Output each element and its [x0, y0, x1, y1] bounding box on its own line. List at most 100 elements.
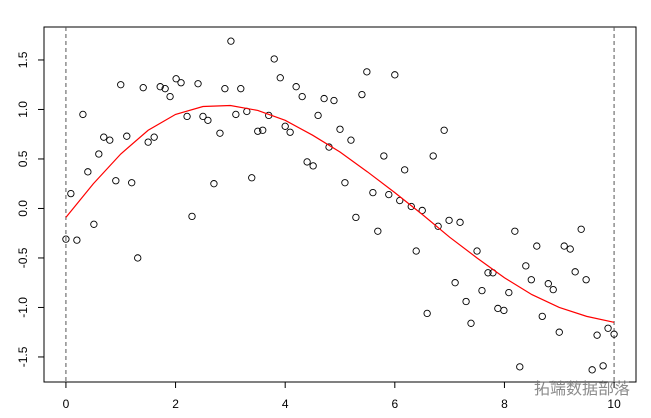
point	[248, 174, 256, 182]
point	[363, 68, 371, 76]
fit-line	[65, 104, 615, 323]
point	[423, 309, 431, 318]
point	[484, 269, 492, 277]
point	[445, 216, 453, 224]
point	[161, 85, 169, 93]
point	[95, 150, 103, 158]
point	[227, 37, 235, 45]
point	[494, 304, 502, 313]
point	[79, 110, 87, 119]
point	[314, 111, 322, 120]
point	[303, 158, 311, 166]
point	[582, 276, 590, 284]
point	[259, 126, 267, 134]
point	[434, 222, 442, 230]
x-tick-label: 10	[607, 397, 621, 411]
point	[232, 110, 240, 119]
point	[380, 152, 388, 160]
point	[566, 245, 574, 253]
point	[183, 112, 191, 121]
point	[106, 136, 114, 144]
x-tick-label: 8	[501, 397, 508, 411]
point	[270, 55, 278, 63]
point	[396, 196, 404, 205]
y-tick-label: 1.0	[16, 101, 30, 118]
point	[100, 133, 108, 141]
point	[374, 227, 382, 235]
point	[533, 242, 541, 250]
point	[298, 92, 306, 101]
y-tick-label: -1.0	[16, 297, 30, 318]
point	[237, 85, 245, 93]
point	[123, 132, 131, 140]
point	[500, 306, 508, 315]
point	[505, 288, 513, 297]
point	[177, 79, 185, 87]
point	[412, 247, 420, 255]
y-tick-label: 1.5	[16, 51, 30, 68]
point	[117, 81, 125, 89]
point	[429, 152, 437, 160]
point	[544, 280, 552, 288]
point	[352, 213, 360, 222]
point	[401, 166, 409, 174]
point	[281, 122, 289, 130]
point	[336, 125, 344, 133]
y-tick-label: -0.5	[16, 247, 30, 268]
point	[391, 71, 399, 79]
point	[216, 129, 224, 137]
point	[62, 235, 70, 243]
point	[341, 179, 349, 187]
watermark: 拓端数据部落	[534, 380, 630, 398]
point	[90, 220, 98, 228]
point	[516, 363, 524, 371]
point	[456, 218, 464, 226]
point	[593, 331, 601, 339]
point	[511, 227, 519, 235]
point	[67, 189, 75, 198]
point	[440, 126, 448, 134]
point	[276, 74, 284, 82]
y-tick-label: 0.5	[16, 150, 30, 167]
point	[451, 279, 459, 287]
point	[156, 83, 164, 91]
point	[604, 324, 612, 332]
point	[309, 162, 317, 170]
point	[194, 80, 202, 88]
point	[144, 138, 152, 146]
point	[522, 262, 530, 270]
point	[369, 188, 377, 197]
point	[538, 312, 546, 321]
point	[134, 254, 142, 262]
y-tick-label: 0.0	[16, 200, 30, 217]
point	[84, 168, 92, 176]
point	[527, 276, 535, 284]
y-tick-label: -1.5	[16, 346, 30, 367]
point	[571, 268, 579, 276]
plot-box	[43, 26, 637, 383]
point	[221, 85, 229, 93]
point	[204, 116, 212, 125]
point	[588, 366, 596, 374]
point	[172, 75, 180, 83]
point	[320, 94, 328, 103]
x-tick-label: 2	[172, 397, 179, 411]
point	[577, 225, 585, 233]
point	[254, 127, 262, 135]
point	[150, 133, 158, 141]
point	[286, 128, 294, 136]
point	[139, 84, 147, 92]
point	[478, 286, 486, 295]
point	[199, 112, 207, 121]
point	[73, 236, 81, 244]
point	[112, 177, 120, 185]
point	[330, 96, 338, 105]
point	[210, 180, 218, 188]
point	[473, 247, 481, 255]
point	[599, 362, 607, 370]
point	[407, 202, 415, 211]
point	[292, 83, 300, 91]
point	[549, 285, 557, 294]
point	[462, 297, 470, 306]
